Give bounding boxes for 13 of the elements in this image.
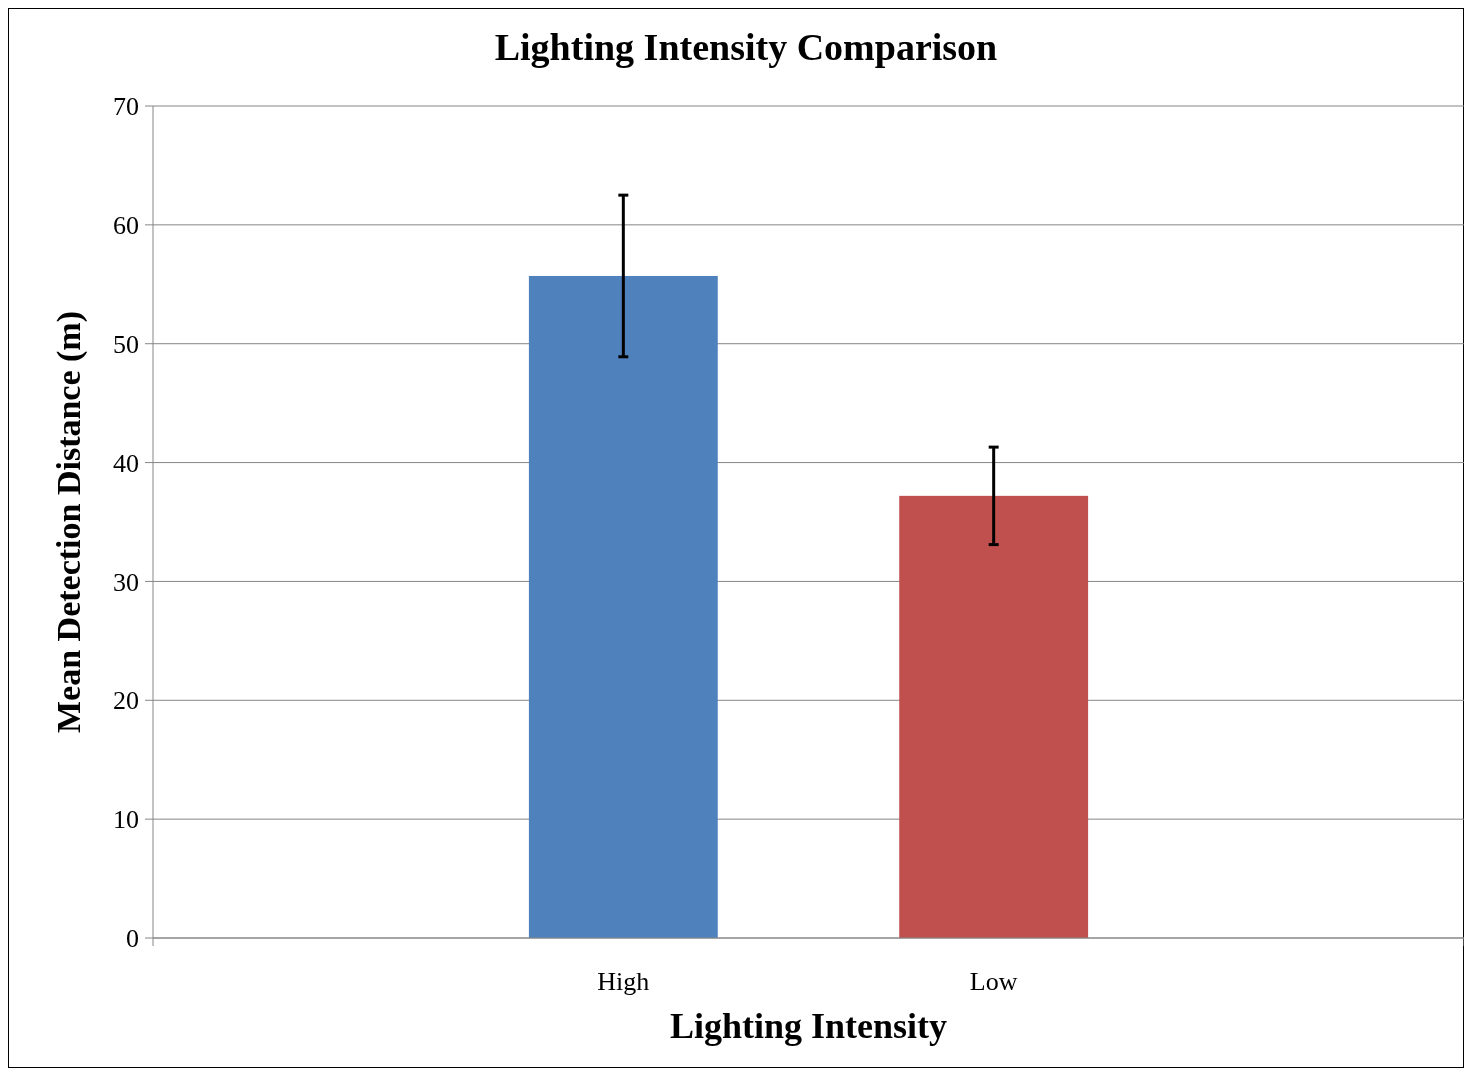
y-tick-label: 0	[126, 924, 139, 954]
y-tick-label: 50	[113, 329, 139, 359]
y-tick-label: 40	[113, 448, 139, 478]
y-tick-label: 60	[113, 210, 139, 240]
y-tick-label: 30	[113, 567, 139, 597]
y-tick-label: 70	[113, 92, 139, 122]
x-tick-label: High	[597, 967, 650, 996]
x-tick-label: Low	[969, 967, 1018, 996]
x-axis-title: Lighting Intensity	[669, 1006, 948, 1046]
chart-title: Lighting Intensity Comparison	[494, 26, 998, 68]
y-tick-label: 20	[113, 686, 139, 716]
y-axis-title: Mean Detection Distance (m)	[50, 310, 88, 734]
y-tick-label: 10	[113, 805, 139, 835]
